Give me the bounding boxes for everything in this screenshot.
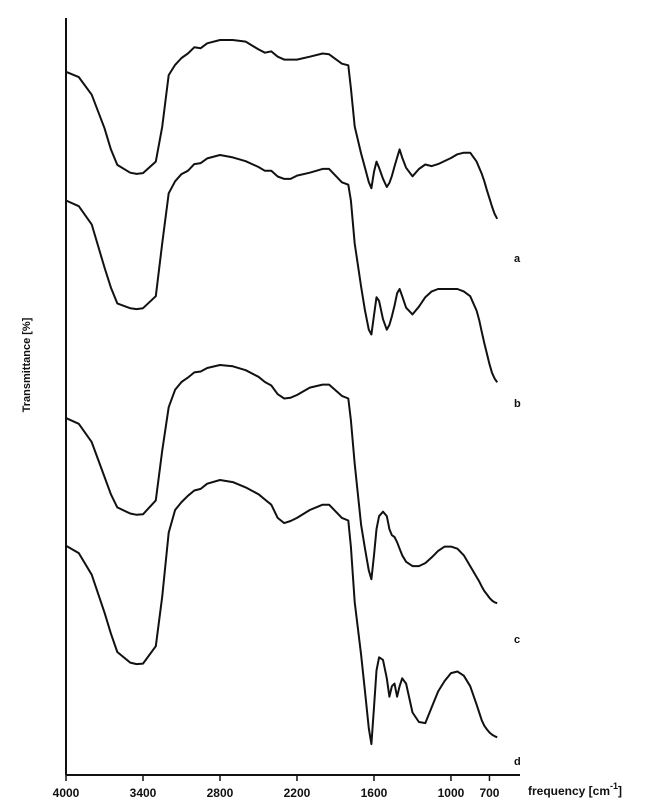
- x-ticks: 4000 3400 2800 2200 1600 1000 700: [53, 775, 500, 800]
- x-tick-label: 1600: [361, 786, 388, 800]
- series-line-a: [65, 39, 499, 220]
- y-axis-label: Transmittance [%]: [21, 317, 33, 412]
- x-tick-label: 2800: [207, 786, 234, 800]
- series-line-c: [65, 364, 498, 605]
- series-group: [65, 39, 499, 746]
- series-label-d: d: [514, 756, 521, 768]
- x-axis-label-main: frequency [cm: [528, 784, 610, 798]
- series-line-b: [65, 154, 499, 383]
- series-label-b: b: [514, 398, 521, 410]
- x-tick-label: 700: [479, 786, 499, 800]
- series-label-a: a: [514, 253, 521, 265]
- x-axis-label-close: ]: [618, 784, 622, 798]
- x-axis-label-sup: -1: [610, 781, 618, 791]
- series-line-d: [65, 479, 498, 746]
- x-tick-label: 3400: [130, 786, 157, 800]
- axes: [65, 18, 520, 776]
- x-tick-label: 1000: [438, 786, 465, 800]
- series-label-c: c: [514, 634, 520, 646]
- series-labels: a b c d: [514, 253, 521, 768]
- x-tick-label: 2200: [284, 786, 311, 800]
- x-axis-label: frequency [cm-1]: [528, 781, 622, 798]
- x-tick-label: 4000: [53, 786, 80, 800]
